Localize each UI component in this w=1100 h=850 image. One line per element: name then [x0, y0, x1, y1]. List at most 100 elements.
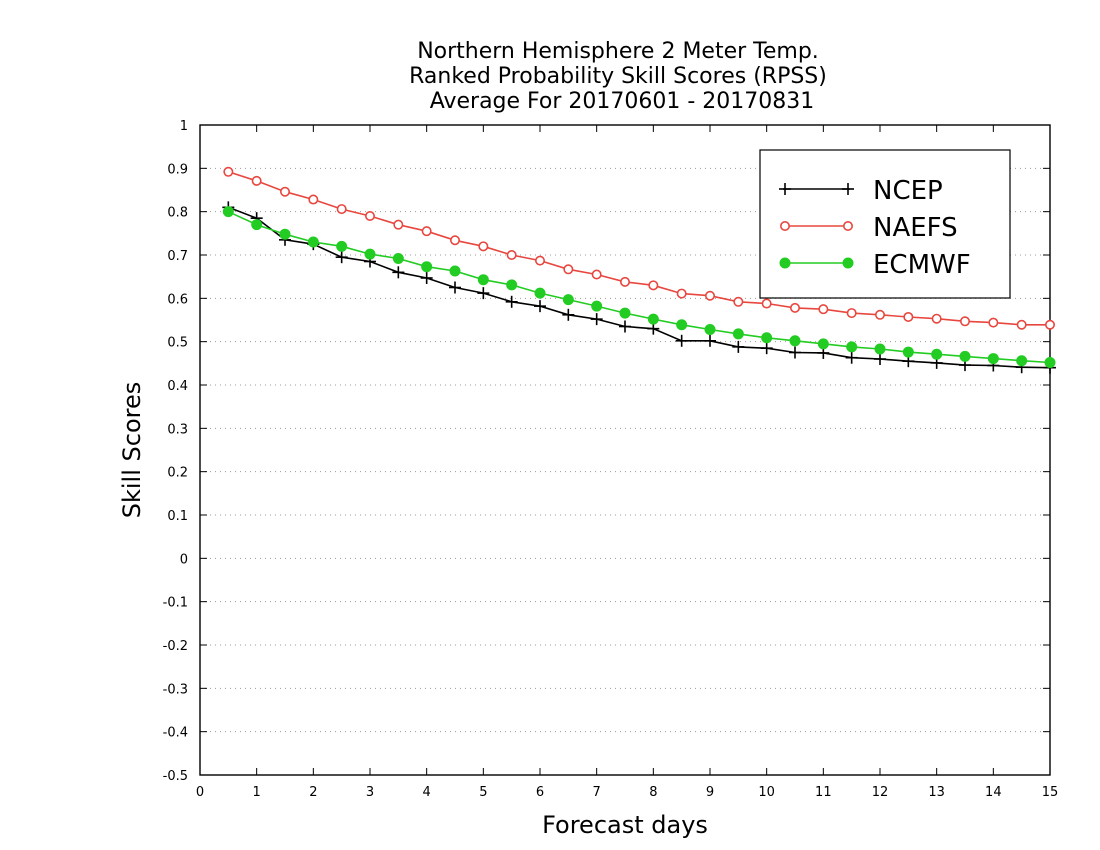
plot-frame: [199, 124, 1051, 776]
data-point-ecmwf: [704, 324, 716, 336]
y-tick-label: -0.3: [163, 682, 188, 697]
data-point-ecmwf: [1044, 356, 1056, 368]
data-point-naefs: [393, 219, 404, 230]
x-tick-label: 12: [872, 785, 889, 800]
data-point-ecmwf: [987, 353, 999, 365]
legend-label-ecmwf: ECMWF: [873, 250, 971, 280]
data-point-naefs: [818, 304, 829, 315]
data-point-ecmwf: [279, 228, 291, 240]
data-point-ecmwf: [874, 343, 886, 355]
data-point-naefs: [761, 298, 772, 309]
legend-label-naefs: NAEFS: [873, 213, 958, 243]
data-point-ecmwf: [647, 313, 659, 325]
data-point-ecmwf: [959, 350, 971, 362]
data-point-naefs: [874, 309, 885, 320]
y-tick-label: 0.5: [167, 336, 188, 351]
data-point-naefs: [591, 269, 602, 280]
data-point-ecmwf: [619, 307, 631, 319]
x-tick-label: 4: [423, 785, 431, 800]
legend-rows: NCEP NAEFS ECMWF: [779, 176, 971, 280]
data-point-ecmwf: [931, 348, 943, 360]
data-point-naefs: [619, 276, 630, 287]
data-point-ecmwf: [421, 261, 433, 273]
y-tick-label: 0.6: [167, 292, 188, 307]
data-point-naefs: [251, 175, 262, 186]
y-axis-label: Skill Scores: [118, 382, 146, 519]
data-point-naefs: [789, 302, 800, 313]
y-tick-label: -0.1: [163, 596, 188, 611]
legend-box: [759, 149, 1011, 299]
x-tick-label: 5: [479, 785, 487, 800]
legend-marker-naefs: [779, 221, 790, 232]
chart-title-line-2: Ranked Probability Skill Scores (RPSS): [409, 64, 827, 89]
data-point-naefs: [336, 204, 347, 215]
y-tick-label: 0.8: [167, 206, 188, 221]
x-tick-label: 11: [815, 785, 832, 800]
data-point-naefs: [988, 317, 999, 328]
data-point-ecmwf: [251, 219, 263, 231]
x-tick-label: 8: [649, 785, 657, 800]
data-point-ecmwf: [534, 287, 546, 299]
data-point-naefs: [676, 288, 687, 299]
legend-item-naefs: NAEFS: [779, 213, 958, 243]
data-point-naefs: [478, 241, 489, 252]
data-point-ecmwf: [1016, 355, 1028, 367]
data-point-naefs: [704, 290, 715, 301]
x-tick-label: 9: [706, 785, 714, 800]
x-tick-label: 0: [196, 785, 204, 800]
y-axis-ticks: -0.5 -0.4 -0.3 -0.2 -0.1 0 0.1 0.2 0.3 0.4 0.5 0.6 0…: [163, 119, 1050, 784]
y-tick-label: 0.2: [167, 466, 188, 481]
data-point-ecmwf: [477, 274, 489, 286]
legend-item-ecmwf: ECMWF: [779, 250, 971, 280]
data-point-naefs: [846, 308, 857, 319]
data-point-ecmwf: [761, 332, 773, 344]
data-point-ecmwf: [902, 346, 914, 358]
x-tick-label: 1: [253, 785, 261, 800]
x-tick-label: 13: [928, 785, 945, 800]
legend-marker-naefs: [842, 221, 853, 232]
x-tick-label: 6: [536, 785, 544, 800]
chart-title-line-3: Average For 20170601 - 20170831: [430, 89, 815, 114]
data-point-ecmwf: [307, 236, 319, 248]
series-naefs: [223, 166, 1056, 330]
data-point-ecmwf: [676, 319, 688, 331]
legend-marker-ecmwf: [842, 257, 854, 269]
data-point-naefs: [449, 235, 460, 246]
x-tick-label: 3: [366, 785, 374, 800]
data-point-naefs: [308, 194, 319, 205]
y-tick-label: 0.4: [167, 379, 188, 394]
x-axis-label: Forecast days: [542, 811, 708, 839]
data-point-ecmwf: [449, 265, 461, 277]
x-tick-label: 10: [758, 785, 775, 800]
data-point-naefs: [1016, 319, 1027, 330]
data-point-naefs: [733, 296, 744, 307]
legend-label-ncep: NCEP: [873, 176, 943, 206]
chart-title-line-1: Northern Hemisphere 2 Meter Temp.: [417, 39, 819, 64]
legend-item-ncep: NCEP: [779, 176, 943, 206]
chart-title: Northern Hemisphere 2 Meter Temp. Ranked…: [409, 39, 827, 114]
data-point-ecmwf: [336, 240, 348, 252]
data-point-naefs: [534, 255, 545, 266]
legend: NCEP NAEFS ECMWF: [759, 149, 1011, 299]
grid-lines: [200, 167, 1050, 733]
data-point-naefs: [506, 250, 517, 261]
y-tick-label: -0.5: [163, 769, 188, 784]
y-tick-label: -0.4: [163, 726, 188, 741]
x-tick-label: 7: [593, 785, 601, 800]
data-point-naefs: [421, 226, 432, 237]
data-point-ecmwf: [846, 341, 858, 353]
data-point-naefs: [1045, 319, 1056, 330]
data-point-naefs: [648, 280, 659, 291]
legend-marker-ecmwf: [779, 257, 791, 269]
y-tick-label: 0.1: [167, 509, 188, 524]
x-axis-ticks: 0 1 2 3 4 5 6 7 8 9 10 11 12 13 14 15: [196, 125, 1058, 800]
data-point-naefs: [364, 211, 375, 222]
data-point-ecmwf: [506, 279, 518, 291]
data-point-ecmwf: [364, 248, 376, 260]
data-point-ecmwf: [392, 252, 404, 264]
data-point-ecmwf: [562, 294, 574, 306]
data-point-ecmwf: [817, 338, 829, 350]
data-point-naefs: [563, 264, 574, 275]
y-tick-label: 1: [180, 119, 188, 134]
